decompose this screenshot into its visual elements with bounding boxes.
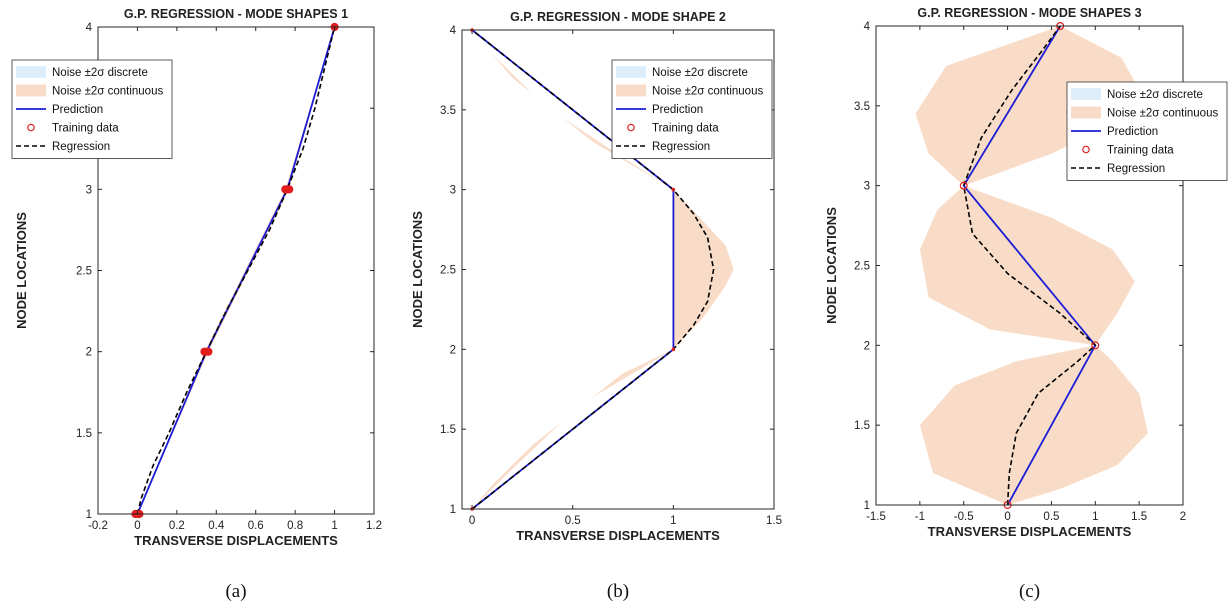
- training-point-6: [204, 347, 213, 356]
- chart-2: 0 0.5 1 1.5 1 1.5 2 2.5 3 3.5 4 G.P. REGRESSION - M…: [410, 10, 782, 602]
- legend-label-5: Regression: [1107, 163, 1165, 175]
- y-axis-label: NODE LOCATIONS: [14, 212, 29, 329]
- legend-label-2: Noise ±2σ continuous: [652, 86, 763, 98]
- x-tick-label-8: 2: [1180, 511, 1186, 523]
- x-tick-label-4: 1.5: [766, 515, 782, 527]
- legend-label-3: Prediction: [1107, 126, 1158, 138]
- y-tick-label-1: 1: [864, 500, 870, 512]
- legend-swatch-discrete: [16, 66, 46, 78]
- x-axis-label: TRANSVERSE DISPLACEMENTS: [928, 524, 1132, 539]
- prediction-line: [136, 26, 336, 515]
- x-axis-label: TRANSVERSE DISPLACEMENTS: [134, 533, 338, 548]
- regression-line: [962, 25, 1097, 506]
- y-tick-label-5: 3: [86, 184, 92, 196]
- legend-label-5: Regression: [52, 141, 110, 153]
- y-tick-label-3: 2: [450, 344, 456, 356]
- y-tick-label-4: 2.5: [76, 266, 92, 278]
- regression-line: [136, 26, 336, 515]
- legend: Noise ±2σ discrete Noise ±2σ continuous Pr…: [1066, 81, 1228, 181]
- x-tick-label-1: -1.5: [866, 511, 886, 523]
- noise-band-continuous: [472, 30, 734, 509]
- y-tick-label-2: 1.5: [440, 424, 456, 436]
- x-tick-label-5: 0.5: [1043, 511, 1059, 523]
- legend-label-1: Noise ±2σ discrete: [652, 67, 748, 79]
- y-tick-label-4: 2.5: [854, 261, 870, 273]
- legend-label-3: Prediction: [652, 104, 703, 116]
- legend-label-5: Regression: [652, 141, 710, 153]
- x-tick-label-1: 0: [469, 515, 475, 527]
- chart-3: -1.5 -1 -0.5 0 0.5 1 1.5 2 1 1.5 2 2.5 3 3.5 4 G.P. REG…: [824, 6, 1228, 602]
- x-tick-label-3: 0.2: [169, 520, 185, 532]
- legend-swatch-continuous: [616, 84, 646, 97]
- y-tick-label-2: 1.5: [854, 420, 870, 432]
- legend-label-4: Training data: [1107, 145, 1174, 157]
- y-tick-label-4: 2.5: [440, 265, 456, 277]
- y-tick-label-6: 3.5: [440, 105, 456, 117]
- legend-swatch-discrete: [616, 66, 646, 78]
- y-axis-label: NODE LOCATIONS: [824, 207, 839, 324]
- legend-swatch-training: [1082, 145, 1090, 154]
- legend-label-1: Noise ±2σ discrete: [52, 67, 148, 79]
- legend-swatch-continuous: [1071, 106, 1101, 119]
- legend-swatch-training: [627, 123, 635, 132]
- y-tick-label-2: 1.5: [76, 428, 92, 440]
- legend-swatch-discrete: [1071, 88, 1101, 100]
- training-point-3: [959, 181, 968, 190]
- chart-title: G.P. REGRESSION - MODE SHAPES 1: [124, 7, 348, 21]
- y-tick-label-5: 3: [864, 181, 870, 193]
- legend-swatch-continuous: [16, 84, 46, 97]
- x-tick-label-5: 0.6: [248, 520, 264, 532]
- x-tick-label-3: -0.5: [954, 511, 974, 523]
- x-tick-label-2: 0: [134, 520, 140, 532]
- x-tick-label-2: -1: [915, 511, 925, 523]
- chart-1: -0.200.20.40.60.811.211.522.533.54G.P. R…: [11, 7, 382, 602]
- training-point-9: [285, 185, 294, 194]
- legend-label-2: Noise ±2σ continuous: [1107, 108, 1218, 120]
- chart-caption: (b): [607, 581, 629, 602]
- regression-line: [471, 29, 715, 510]
- legend-label-4: Training data: [52, 123, 119, 135]
- chart-caption: (c): [1019, 581, 1040, 602]
- x-tick-label-3: 1: [670, 515, 676, 527]
- x-tick-label-7: 1: [331, 520, 337, 532]
- y-tick-label-3: 2: [86, 347, 92, 359]
- y-tick-label-3: 2: [864, 340, 870, 352]
- y-tick-label-1: 1: [450, 504, 456, 516]
- legend: Noise ±2σ discrete Noise ±2σ continuous Pr…: [11, 59, 173, 159]
- x-axis-label: TRANSVERSE DISPLACEMENTS: [516, 528, 720, 543]
- y-tick-label-6: 3.5: [854, 101, 870, 113]
- x-tick-label-1: -0.2: [88, 520, 108, 532]
- x-tick-label-6: 1: [1092, 511, 1098, 523]
- legend-label-1: Noise ±2σ discrete: [1107, 89, 1203, 101]
- prediction-line: [962, 25, 1097, 506]
- y-tick-label-1: 1: [86, 509, 92, 521]
- legend: Noise ±2σ discrete Noise ±2σ continuous Pr…: [611, 59, 773, 159]
- y-tick-label-7: 4: [864, 21, 871, 33]
- chart-title: G.P. REGRESSION - MODE SHAPE 2: [510, 10, 726, 24]
- x-tick-label-8: 1.2: [366, 520, 382, 532]
- x-tick-label-2: 0.5: [565, 515, 581, 527]
- legend-label-2: Noise ±2σ continuous: [52, 86, 163, 98]
- x-tick-label-6: 0.8: [287, 520, 303, 532]
- y-tick-label-7: 4: [86, 22, 93, 34]
- legend-label-3: Prediction: [52, 104, 103, 116]
- noise-band-continuous: [915, 26, 1148, 505]
- y-tick-label-5: 3: [450, 185, 456, 197]
- y-tick-label-7: 4: [450, 25, 457, 37]
- training-point-3: [671, 187, 676, 192]
- legend-label-4: Training data: [652, 123, 719, 135]
- x-tick-label-4: 0.4: [208, 520, 225, 532]
- chart-title: G.P. REGRESSION - MODE SHAPES 3: [917, 6, 1141, 20]
- x-tick-label-4: 0: [1004, 511, 1010, 523]
- chart-caption: (a): [225, 581, 246, 602]
- training-point-2: [1091, 341, 1100, 350]
- x-tick-label-7: 1.5: [1131, 511, 1147, 523]
- legend-swatch-training: [27, 123, 35, 132]
- y-axis-label: NODE LOCATIONS: [410, 211, 425, 328]
- training-point-2: [671, 347, 676, 352]
